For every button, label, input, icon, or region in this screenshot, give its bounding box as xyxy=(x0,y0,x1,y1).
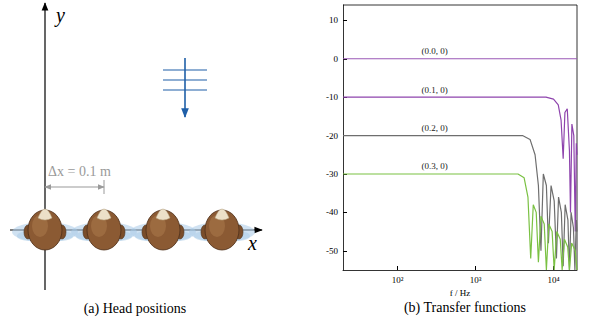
svg-text:(a) Head positions: (a) Head positions xyxy=(84,301,187,317)
svg-text:10⁴: 10⁴ xyxy=(547,275,559,285)
svg-text:f / Hz: f / Hz xyxy=(450,288,471,298)
svg-text:0: 0 xyxy=(334,54,339,64)
svg-text:10²: 10² xyxy=(392,275,404,285)
svg-text:10³: 10³ xyxy=(470,275,482,285)
svg-text:(0.1, 0): (0.1, 0) xyxy=(422,85,448,95)
svg-text:-20: -20 xyxy=(326,131,338,141)
svg-text:(0.3, 0): (0.3, 0) xyxy=(422,161,448,171)
svg-text:(0.2, 0): (0.2, 0) xyxy=(422,123,448,133)
svg-text:(0.0, 0): (0.0, 0) xyxy=(422,46,448,56)
svg-text:-50: -50 xyxy=(326,246,338,256)
svg-text:-40: -40 xyxy=(326,207,338,217)
svg-text:10: 10 xyxy=(329,15,339,25)
svg-text:-30: -30 xyxy=(326,169,338,179)
svg-text:-10: -10 xyxy=(326,92,338,102)
svg-text:x: x xyxy=(248,232,257,254)
svg-text:(b) Transfer functions: (b) Transfer functions xyxy=(404,300,526,316)
svg-text:Δx = 0.1 m: Δx = 0.1 m xyxy=(48,164,111,179)
svg-text:y: y xyxy=(54,4,65,27)
